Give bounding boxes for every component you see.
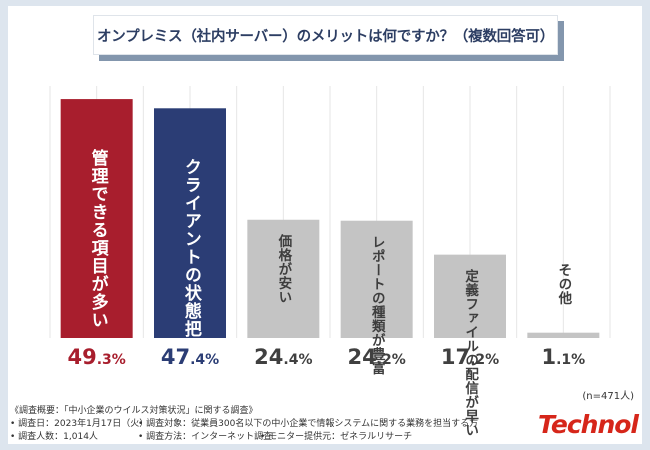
survey-date: • 調査日：2023年1月17日（火） bbox=[10, 419, 148, 429]
bar-label-3: 価格が安い bbox=[276, 234, 290, 304]
value-integer: 47 bbox=[161, 345, 190, 369]
sample-size-note: (n=471人) bbox=[582, 387, 634, 402]
survey-provider: • モニター提供元：ゼネラルリサーチ bbox=[260, 431, 412, 444]
value-integer: 49 bbox=[67, 345, 96, 369]
value-decimal: .4% bbox=[190, 352, 219, 368]
survey-heading: 《調査概要：「中小企業のウイルス対策状況」に関する調査》 bbox=[10, 405, 258, 418]
chart-title-box: オンプレミス（社内サーバー）のメリットは何ですか？（複数回答可） bbox=[93, 15, 558, 55]
value-decimal: .1% bbox=[556, 352, 585, 368]
bar-label-1: 管理できる項目が多い bbox=[88, 149, 106, 329]
survey-target: • 調査対象：従業員300名以下の中小企業で情報システムに関する業務を担当する方 bbox=[138, 418, 478, 431]
survey-method: • 調査方法：インターネット調査 bbox=[138, 431, 272, 444]
technol-logo: Technol bbox=[538, 410, 638, 439]
value-integer: 24 bbox=[347, 345, 376, 369]
bar-label-2: クライアントの状態把握が早い bbox=[181, 158, 199, 410]
value-decimal: .3% bbox=[97, 352, 126, 368]
value-decimal: .4% bbox=[283, 352, 312, 368]
value-integer: 1 bbox=[541, 345, 556, 369]
bar-label-6: その他 bbox=[556, 263, 570, 305]
survey-count: • 調査人数：1,014人 bbox=[10, 432, 98, 442]
value-decimal: .2% bbox=[377, 352, 406, 368]
value-integer: 24 bbox=[254, 345, 283, 369]
chart-title: オンプレミス（社内サーバー）のメリットは何ですか？（複数回答可） bbox=[97, 25, 554, 46]
value-decimal: .2% bbox=[470, 352, 499, 368]
bar-6 bbox=[527, 333, 599, 338]
value-integer: 17 bbox=[441, 345, 470, 369]
survey-footer: 《調査概要：「中小企業のウイルス対策状況」に関する調査》 • 調査日：2023年… bbox=[10, 405, 258, 444]
value-label-6: 1.1% bbox=[508, 345, 618, 369]
